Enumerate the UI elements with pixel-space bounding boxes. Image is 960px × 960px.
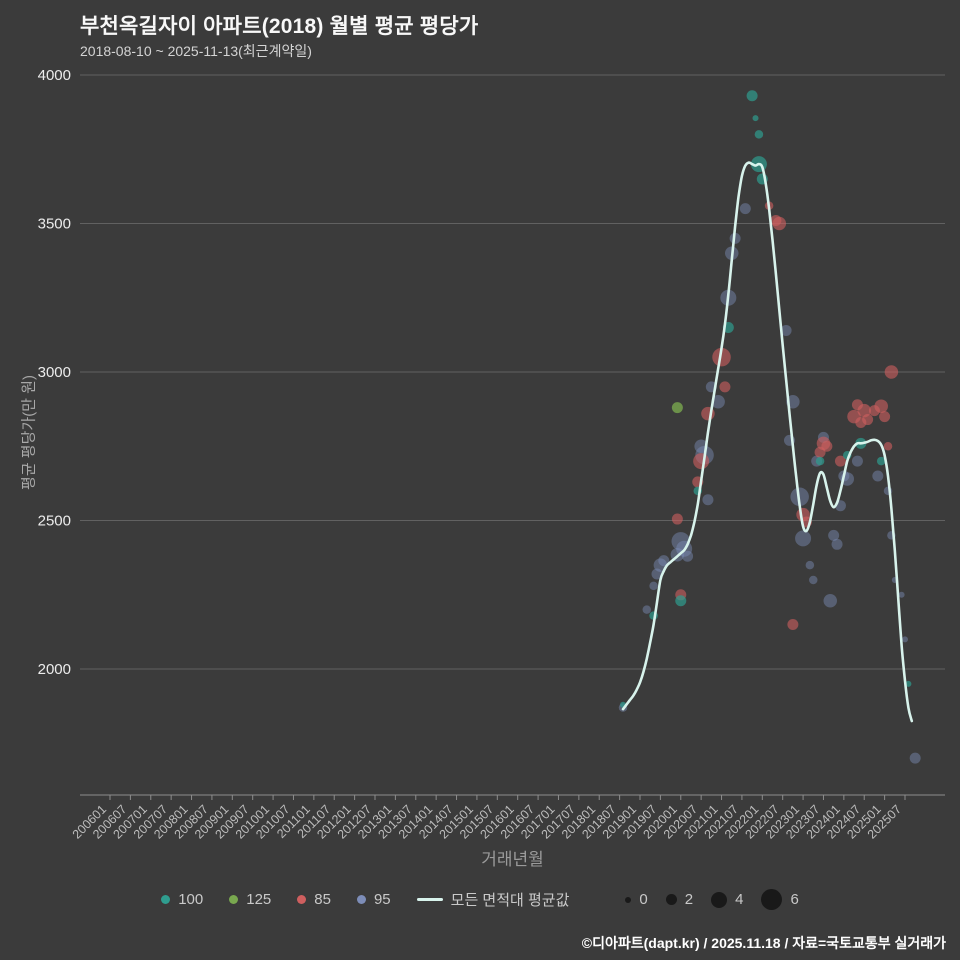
legend-item-85: 85 xyxy=(297,891,331,908)
y-tick-label: 4000 xyxy=(38,67,71,84)
y-tick-label: 2500 xyxy=(38,513,71,530)
size-legend-dot-icon xyxy=(711,891,728,908)
average-line xyxy=(621,161,914,723)
bubble-100 xyxy=(746,90,758,102)
legend-dot-icon xyxy=(297,895,307,904)
bubble-100 xyxy=(752,115,759,122)
bubble-85 xyxy=(862,414,874,426)
legend-label: 125 xyxy=(246,891,272,908)
plot-area: 4000350030002500200020060120060720070120… xyxy=(38,67,945,842)
size-legend-dot-icon xyxy=(625,896,632,903)
bubble-85 xyxy=(834,455,846,467)
size-legend: 0 2 4 6 xyxy=(625,889,799,910)
bubble-85 xyxy=(874,399,888,413)
bubble-100 xyxy=(815,456,825,466)
y-tick-label: 2000 xyxy=(38,661,71,678)
bubble-85 xyxy=(879,411,891,423)
bubble-100 xyxy=(675,595,687,607)
bubble-95 xyxy=(642,605,652,614)
legend-dot-icon xyxy=(356,895,366,904)
bubble-85 xyxy=(787,619,799,631)
legend-item-125: 125 xyxy=(229,891,271,908)
bubble-85 xyxy=(883,442,893,451)
chart-subtitle: 2018-08-10 ~ 2025-11-13(최근계약일) xyxy=(80,43,312,59)
bubble-100 xyxy=(905,680,912,687)
size-legend-item-0: 0 xyxy=(625,891,648,908)
legend-label: 95 xyxy=(373,891,391,908)
bubble-85 xyxy=(693,453,710,470)
legend-item-95: 95 xyxy=(356,891,391,908)
bubble-95 xyxy=(898,591,905,598)
bubble-95 xyxy=(809,575,818,585)
bubble-95 xyxy=(711,394,725,409)
legend-dot-icon xyxy=(161,895,171,904)
y-tick-label: 3500 xyxy=(38,216,71,233)
bubble-95 xyxy=(828,529,840,541)
size-legend-dot-icon xyxy=(665,894,677,905)
legend-item-100: 100 xyxy=(161,891,203,908)
size-legend-dot-icon xyxy=(761,889,783,910)
size-legend-item-6: 6 xyxy=(761,889,799,910)
bubble-85 xyxy=(712,347,731,367)
bubble-100 xyxy=(754,130,764,139)
legend: 100 125 85 95 모든 면적대 평균값 0 2 4 6 xyxy=(0,889,960,910)
footer-credit: ©디아파트(dapt.kr) / 2025.11.18 / 자료=국토교통부 실… xyxy=(581,935,946,951)
chart-title: 부천옥길자이 아파트(2018) 월별 평균 평당가 xyxy=(80,15,479,38)
legend-item-avg-line: 모든 면적대 평균값 xyxy=(416,889,570,910)
bubble-85 xyxy=(719,381,731,393)
size-legend-label: 0 xyxy=(639,891,648,908)
bubble-95 xyxy=(909,752,921,764)
bubble-95 xyxy=(682,550,694,562)
bubble-95 xyxy=(739,203,751,215)
size-legend-label: 6 xyxy=(790,891,799,908)
bubble-95 xyxy=(851,455,863,467)
legend-label: 85 xyxy=(314,891,331,908)
bubble-95 xyxy=(823,593,838,608)
bubble-95 xyxy=(805,560,815,570)
bubble-85 xyxy=(772,216,787,231)
y-tick-label: 3000 xyxy=(38,364,71,381)
size-legend-item-2: 2 xyxy=(665,891,694,908)
legend-line-swatch xyxy=(416,898,443,901)
bubble-85 xyxy=(671,513,683,525)
bubble-95 xyxy=(872,470,884,482)
x-axis-label: 거래년월 xyxy=(481,850,544,869)
bubble-95 xyxy=(651,568,663,580)
bubble-95 xyxy=(795,530,812,547)
bubble-95 xyxy=(780,324,792,336)
bubble-95 xyxy=(831,538,843,550)
bubble-95 xyxy=(702,494,714,506)
legend-dot-icon xyxy=(229,895,239,904)
bubble-100 xyxy=(876,456,886,466)
bubble-95 xyxy=(658,555,670,567)
bubble-125 xyxy=(671,402,683,414)
bubble-85 xyxy=(821,440,833,452)
legend-label: 100 xyxy=(178,891,204,908)
bubble-85 xyxy=(857,403,871,418)
bubble-95 xyxy=(902,636,908,643)
size-legend-label: 2 xyxy=(684,891,694,908)
bubble-85 xyxy=(884,365,899,379)
size-legend-item-4: 4 xyxy=(711,891,743,908)
bubble-95 xyxy=(649,581,658,591)
size-legend-label: 4 xyxy=(735,891,744,908)
legend-label: 모든 면적대 평균값 xyxy=(450,892,570,909)
